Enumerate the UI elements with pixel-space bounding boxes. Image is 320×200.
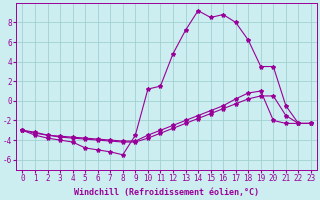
X-axis label: Windchill (Refroidissement éolien,°C): Windchill (Refroidissement éolien,°C) bbox=[74, 188, 259, 197]
